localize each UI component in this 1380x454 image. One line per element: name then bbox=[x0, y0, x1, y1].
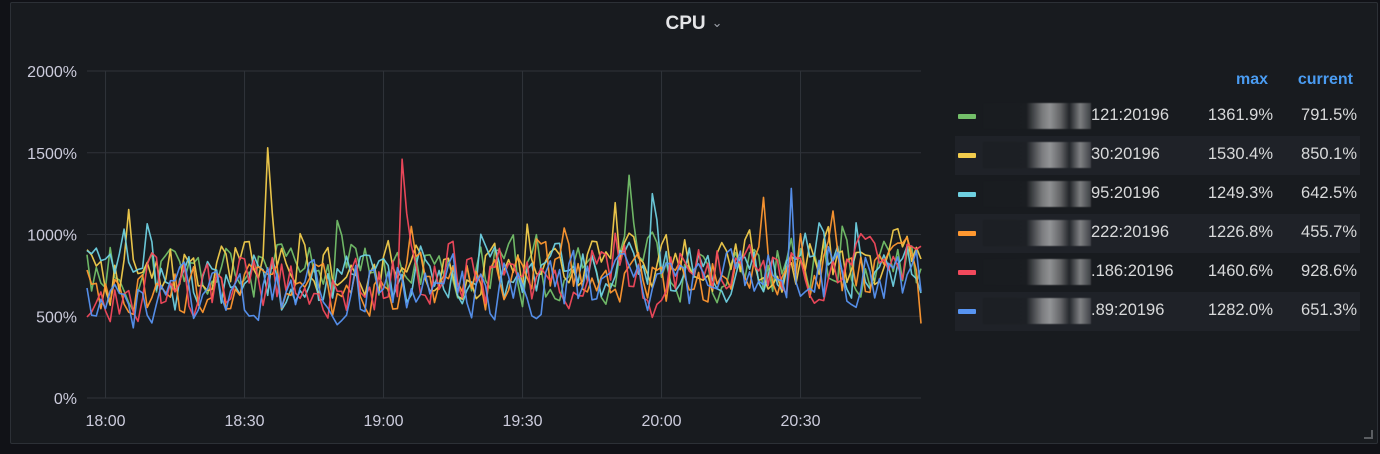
resize-handle-icon[interactable] bbox=[1364, 430, 1373, 439]
legend-row[interactable]: .186:20196 1460.6% 928.6% bbox=[955, 253, 1360, 292]
x-tick-label: 19:00 bbox=[364, 413, 404, 430]
redacted-host bbox=[983, 142, 1091, 168]
legend-series-name[interactable]: .186:20196 bbox=[1091, 262, 1174, 280]
x-tick-label: 19:30 bbox=[503, 413, 543, 430]
series-color-swatch[interactable] bbox=[958, 231, 976, 236]
series-color-swatch[interactable] bbox=[958, 270, 976, 275]
panel-title[interactable]: CPU ⌄ bbox=[11, 13, 1377, 35]
legend-series-current: 651.3% bbox=[1301, 301, 1357, 319]
legend-series-name[interactable]: 121:20196 bbox=[1091, 106, 1169, 124]
legend-header-max[interactable]: max bbox=[1235, 71, 1268, 88]
series-line[interactable] bbox=[86, 196, 922, 324]
y-tick-label: 1000% bbox=[27, 228, 77, 245]
series-color-swatch[interactable] bbox=[958, 114, 976, 119]
legend-row[interactable]: 30:20196 1530.4% 850.1% bbox=[955, 136, 1360, 175]
legend-series-current: 850.1% bbox=[1301, 145, 1357, 163]
x-tick-label: 18:00 bbox=[86, 413, 126, 430]
redacted-host bbox=[983, 220, 1091, 246]
y-tick-label: 1500% bbox=[27, 146, 77, 163]
legend-header: max current bbox=[955, 69, 1360, 97]
series-color-swatch[interactable] bbox=[958, 192, 976, 197]
panel-title-text[interactable]: CPU bbox=[665, 13, 706, 34]
x-tick-label: 20:00 bbox=[642, 413, 682, 430]
legend-row[interactable]: 95:20196 1249.3% 642.5% bbox=[955, 175, 1360, 214]
legend-row[interactable]: 222:20196 1226.8% 455.7% bbox=[955, 214, 1360, 253]
y-tick-label: 2000% bbox=[27, 64, 77, 81]
legend-series-max: 1249.3% bbox=[1207, 184, 1273, 202]
series-line[interactable] bbox=[86, 187, 922, 329]
legend-series-max: 1460.6% bbox=[1207, 262, 1273, 280]
legend-series-max: 1282.0% bbox=[1207, 301, 1273, 319]
legend-series-current: 928.6% bbox=[1301, 262, 1357, 280]
legend-series-current: 455.7% bbox=[1301, 223, 1357, 241]
legend-row[interactable]: 121:20196 1361.9% 791.5% bbox=[955, 97, 1360, 136]
series-line[interactable] bbox=[86, 174, 922, 312]
legend-series-name[interactable]: 222:20196 bbox=[1091, 223, 1169, 241]
redacted-host bbox=[983, 298, 1091, 324]
legend-row[interactable]: .89:20196 1282.0% 651.3% bbox=[955, 292, 1360, 331]
legend-series-current: 642.5% bbox=[1301, 184, 1357, 202]
x-tick-label: 18:30 bbox=[225, 413, 265, 430]
redacted-host bbox=[983, 259, 1091, 285]
cpu-panel: CPU ⌄ 0% 500% 1000% 1500% 2000% 18:00 18:30 19:0… bbox=[10, 2, 1378, 444]
legend-series-name[interactable]: 30:20196 bbox=[1091, 145, 1160, 163]
cpu-line-chart[interactable]: 0% 500% 1000% 1500% 2000% 18:00 18:30 19:00 19:3… bbox=[11, 3, 941, 443]
series-color-swatch[interactable] bbox=[958, 153, 976, 158]
legend-header-current[interactable]: current bbox=[1297, 71, 1353, 88]
redacted-host bbox=[983, 103, 1091, 129]
y-tick-label: 0% bbox=[54, 391, 77, 408]
legend-series-max: 1530.4% bbox=[1207, 145, 1273, 163]
legend-series-max: 1226.8% bbox=[1207, 223, 1273, 241]
series-line[interactable] bbox=[86, 158, 922, 323]
chevron-down-icon[interactable]: ⌄ bbox=[711, 15, 723, 30]
legend-series-max: 1361.9% bbox=[1207, 106, 1273, 124]
legend-series-name[interactable]: .89:20196 bbox=[1091, 301, 1165, 319]
y-tick-label: 500% bbox=[36, 309, 77, 326]
x-tick-label: 20:30 bbox=[781, 413, 821, 430]
legend-series-name[interactable]: 95:20196 bbox=[1091, 184, 1160, 202]
legend: max current 121:20196 1361.9% 791.5% 30:201… bbox=[955, 69, 1360, 331]
series-color-swatch[interactable] bbox=[958, 309, 976, 314]
legend-series-current: 791.5% bbox=[1301, 106, 1357, 124]
series-line[interactable] bbox=[86, 192, 922, 311]
redacted-host bbox=[983, 181, 1091, 207]
